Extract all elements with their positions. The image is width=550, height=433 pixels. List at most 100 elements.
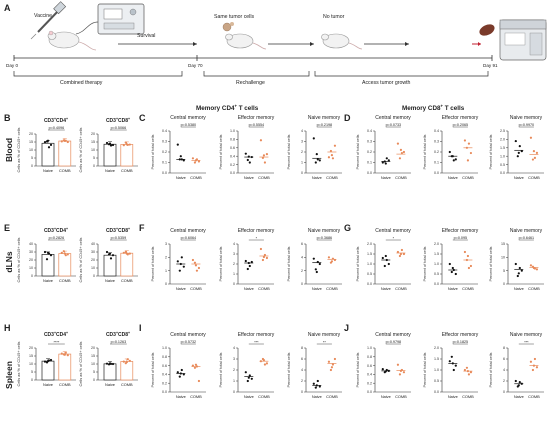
data-point-naive [49, 143, 53, 146]
y-tick-label: 0.0 [434, 282, 439, 286]
data-point-naive [314, 161, 317, 164]
data-point-comb [331, 363, 335, 366]
data-point-naive [248, 161, 251, 164]
y-tick-label: 0.0 [162, 171, 167, 175]
y-tick-label: 15 [91, 140, 95, 144]
y-tick-label: 1 [301, 161, 303, 165]
y-tick-label: 20 [29, 346, 33, 350]
bar-comb [120, 361, 134, 381]
y-tick-label: 3 [165, 242, 167, 246]
y-tick-label: 0.0 [230, 171, 235, 175]
data-point-naive [43, 360, 47, 363]
x-category-label: COMB [462, 286, 474, 291]
y-tick-label: 0 [301, 171, 303, 175]
panel-letter-c: C [139, 113, 146, 123]
y-tick-label: 0.1 [434, 161, 439, 165]
data-point-comb [402, 150, 406, 154]
y-axis-label: Percent of total cells [488, 352, 493, 387]
data-point-naive [316, 379, 319, 383]
p-value-label: p=0.5066 [111, 126, 126, 130]
y-tick-label: 0.0 [434, 390, 439, 394]
data-point-comb [193, 366, 197, 369]
data-point-naive [109, 144, 113, 147]
plot-title: Effector memory [238, 228, 275, 234]
data-point-naive [250, 260, 253, 264]
y-tick-label: 10 [29, 148, 33, 152]
data-point-naive [448, 360, 451, 363]
data-point-comb [195, 365, 199, 368]
memory-cd4-heading: Memory CD4+ T cells [196, 104, 259, 113]
data-point-comb [327, 156, 331, 159]
x-category-label: Naive [514, 286, 524, 291]
y-tick-label: 0.4 [367, 373, 372, 377]
y-tick-label: 1.0 [434, 368, 439, 372]
data-point-naive [520, 150, 523, 153]
x-category-label: Naive [244, 394, 254, 399]
x-category-label: COMB [528, 394, 540, 399]
y-tick-label: 1.5 [434, 252, 439, 256]
chart-f1: Central memory Percent of total cells 0 1 2 3… [150, 228, 206, 291]
data-point-comb [467, 373, 471, 376]
data-point-comb [197, 266, 201, 270]
tumor-cells-icon [222, 22, 234, 32]
x-category-label: Naive [514, 175, 524, 180]
data-point-naive [315, 270, 318, 274]
data-point-naive [178, 158, 181, 161]
y-tick-label: 2 [301, 269, 303, 273]
data-point-naive [387, 262, 390, 266]
p-value-label: p=0.2826 [49, 236, 64, 240]
data-point-comb [197, 160, 201, 163]
p-value-label: p=0.9970 [519, 123, 534, 127]
y-tick-label: 1.0 [367, 262, 372, 266]
y-tick-label: 8 [301, 346, 303, 350]
y-tick-label: 10 [91, 148, 95, 152]
x-category-label: COMB [528, 175, 540, 180]
data-point-comb [263, 253, 267, 257]
y-tick-label: 0.5 [434, 379, 439, 383]
y-tick-label: 0.0 [434, 171, 439, 175]
plot-title: Central memory [375, 228, 411, 234]
data-point-naive [176, 371, 179, 374]
plot-title: Effector memory [442, 115, 479, 121]
data-point-comb [195, 269, 199, 272]
data-point-naive [514, 262, 517, 266]
significance-stars: *** [254, 340, 259, 344]
data-point-comb [124, 250, 127, 254]
day-0-label: Day 0 [6, 63, 18, 68]
y-axis-label: Percent of total cells [355, 352, 360, 387]
p-value-label: p=0.5554 [249, 123, 264, 127]
y-tick-label: 0.2 [367, 150, 372, 154]
y-tick-label: 0.5 [434, 272, 439, 276]
data-point-comb [333, 357, 337, 361]
chart-j1: Central memory Percent of total cells 0.0 0… [355, 332, 411, 399]
p-value-label: p=0.9798 [386, 340, 401, 344]
panel-letter-a: A [4, 3, 11, 13]
data-point-naive [451, 362, 454, 365]
p-value-label: p=0.2065 [453, 123, 468, 127]
data-point-naive [316, 158, 319, 161]
y-axis-label: Percent of total cells [150, 134, 155, 169]
data-point-comb [532, 150, 536, 153]
y-axis-label: Percent of total cells [286, 246, 291, 281]
data-point-comb [531, 158, 535, 161]
p-value-label: p=0.0733 [386, 123, 401, 127]
y-tick-label: 1.0 [500, 154, 505, 158]
data-point-naive [244, 152, 247, 155]
y-axis-label: Percent of total cells [355, 134, 360, 169]
y-tick-label: 0 [93, 164, 95, 168]
y-tick-label: 10 [29, 362, 33, 366]
x-category-label: COMB [59, 168, 71, 173]
y-tick-label: 40 [29, 242, 33, 246]
panel-letter-g: G [344, 223, 351, 233]
data-point-comb [125, 252, 128, 255]
data-point-comb [533, 156, 537, 159]
x-category-label: Naive [312, 394, 322, 399]
x-category-label: COMB [326, 175, 338, 180]
x-category-label: Naive [312, 286, 322, 291]
y-tick-label: 0.6 [162, 364, 167, 368]
data-point-naive [517, 151, 520, 154]
mouse-icon-1 [47, 30, 97, 51]
data-point-naive [247, 376, 250, 379]
data-point-comb [399, 369, 403, 372]
data-point-comb [331, 157, 335, 160]
